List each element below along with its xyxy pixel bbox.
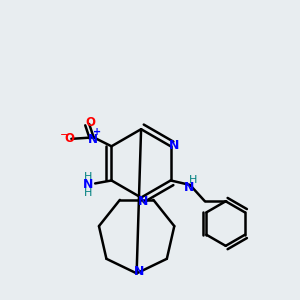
Text: N: N bbox=[88, 133, 98, 146]
Text: N: N bbox=[82, 178, 93, 191]
Text: O: O bbox=[85, 116, 95, 129]
Text: +: + bbox=[94, 127, 102, 137]
Text: −: − bbox=[60, 130, 70, 140]
Text: H: H bbox=[189, 175, 197, 184]
Text: N: N bbox=[134, 265, 144, 278]
Text: N: N bbox=[137, 195, 148, 208]
Text: H: H bbox=[83, 188, 92, 198]
Text: O: O bbox=[64, 132, 74, 145]
Text: N: N bbox=[169, 139, 179, 152]
Text: H: H bbox=[83, 172, 92, 182]
Text: N: N bbox=[184, 181, 194, 194]
